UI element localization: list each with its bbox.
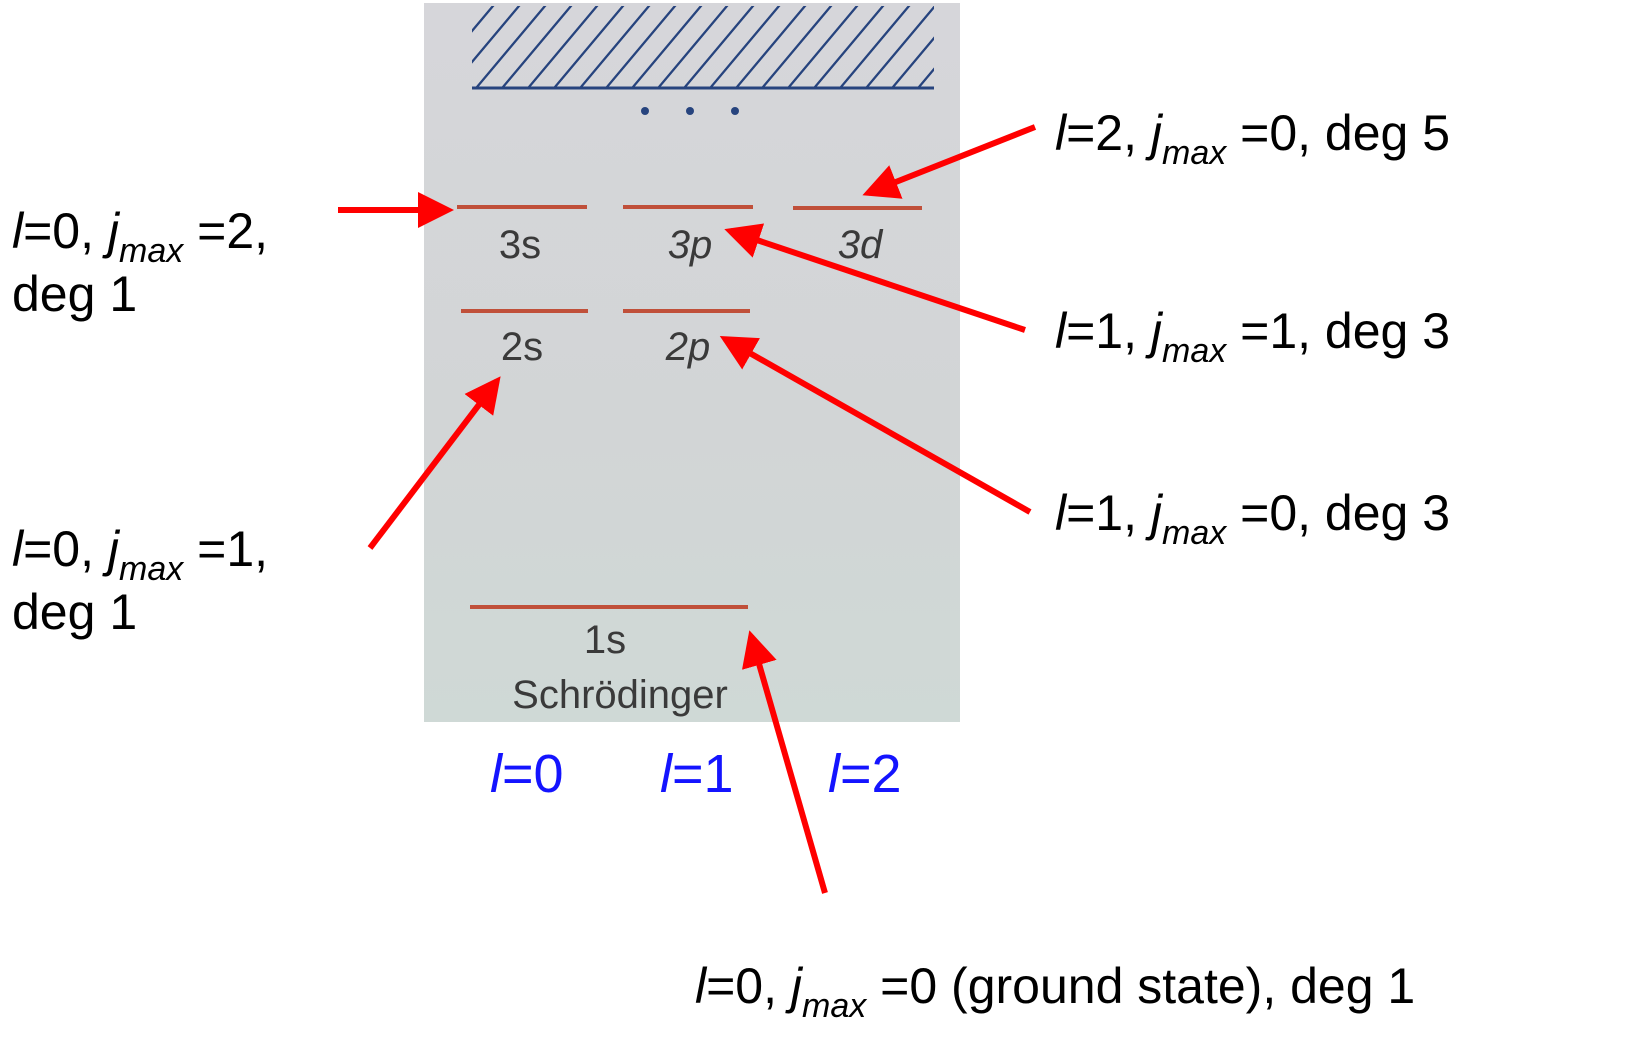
l-value: =0,	[23, 521, 108, 577]
column-label: l=2	[828, 744, 902, 804]
l-value: =2,	[1066, 105, 1151, 161]
annotation-rest: =1, deg 3	[1226, 303, 1450, 359]
model-label: Schrödinger	[512, 673, 728, 717]
continuum-hatch	[472, 6, 934, 88]
level-label: 2p	[665, 325, 711, 369]
annotation-rest: =0 (ground state), deg 1	[866, 958, 1415, 1014]
diagram: 3s 3p 3d 2s 2p 1s Schrödinger l=0 l=1 l=2 l=0, …	[0, 0, 1652, 1043]
annotation: l=0, jmax =2,	[12, 203, 268, 270]
annotation: l=0, jmax =0 (ground state), deg 1	[695, 958, 1415, 1025]
l-value: =2	[840, 744, 902, 804]
j-subscript: max	[1162, 332, 1227, 370]
l-value: =1	[672, 744, 734, 804]
column-label: l=0	[490, 744, 564, 804]
annotation-line2: deg 1	[12, 584, 137, 640]
annotation: l=0, jmax =1,	[12, 521, 268, 588]
annotation-rest: =0, deg 3	[1226, 485, 1450, 541]
column-label: l=1	[660, 744, 734, 804]
j-subscript: max	[1162, 514, 1227, 552]
l-value: =0,	[23, 203, 108, 259]
annotation: l=2, jmax =0, deg 5	[1055, 105, 1450, 172]
annotation-rest: =0, deg 5	[1226, 105, 1450, 161]
level-label: 2s	[501, 325, 543, 369]
l-value: =0	[502, 744, 564, 804]
l-value: =1,	[1066, 303, 1151, 359]
level-label: 3d	[838, 223, 884, 267]
annotation: l=1, jmax =0, deg 3	[1055, 485, 1450, 552]
annotation-rest: =2,	[183, 203, 268, 259]
level-label: 3p	[668, 223, 713, 267]
j-subscript: max	[119, 232, 184, 270]
annotation-line2: deg 1	[12, 266, 137, 322]
j-subscript: max	[802, 987, 867, 1025]
level-label: 3s	[499, 223, 541, 267]
annotation-rest: =1,	[183, 521, 268, 577]
l-value: =1,	[1066, 485, 1151, 541]
annotation: l=1, jmax =1, deg 3	[1055, 303, 1450, 370]
j-subscript: max	[119, 550, 184, 588]
l-value: =0,	[706, 958, 791, 1014]
j-subscript: max	[1162, 134, 1227, 172]
level-label: 1s	[584, 618, 626, 662]
